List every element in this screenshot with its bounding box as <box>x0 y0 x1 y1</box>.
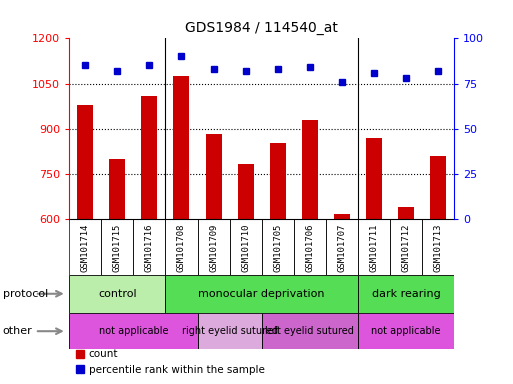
Text: GSM101709: GSM101709 <box>209 223 218 272</box>
Bar <box>430 156 446 219</box>
Title: GDS1984 / 114540_at: GDS1984 / 114540_at <box>185 21 338 35</box>
Bar <box>302 119 318 219</box>
Text: GSM101707: GSM101707 <box>337 223 346 272</box>
FancyBboxPatch shape <box>358 275 454 313</box>
Text: GSM101712: GSM101712 <box>401 223 410 272</box>
Bar <box>173 76 189 219</box>
Bar <box>334 214 350 219</box>
Text: right eyelid sutured: right eyelid sutured <box>182 326 278 336</box>
Legend: count, percentile rank within the sample: count, percentile rank within the sample <box>72 345 269 379</box>
Bar <box>238 164 253 219</box>
Bar <box>366 137 382 219</box>
Text: GSM101715: GSM101715 <box>113 223 122 272</box>
Text: GSM101706: GSM101706 <box>305 223 314 272</box>
FancyBboxPatch shape <box>165 275 358 313</box>
Text: control: control <box>98 289 136 299</box>
Text: dark rearing: dark rearing <box>371 289 440 299</box>
FancyBboxPatch shape <box>262 313 358 349</box>
FancyBboxPatch shape <box>69 275 165 313</box>
FancyBboxPatch shape <box>69 313 198 349</box>
Text: monocular deprivation: monocular deprivation <box>199 289 325 299</box>
Bar <box>142 96 157 219</box>
FancyBboxPatch shape <box>198 313 262 349</box>
Text: GSM101716: GSM101716 <box>145 223 154 272</box>
Text: GSM101708: GSM101708 <box>177 223 186 272</box>
Bar <box>77 104 93 219</box>
Bar <box>270 143 286 219</box>
FancyBboxPatch shape <box>358 313 454 349</box>
Text: other: other <box>3 326 32 336</box>
Text: left eyelid sutured: left eyelid sutured <box>265 326 354 336</box>
Text: GSM101711: GSM101711 <box>369 223 379 272</box>
Text: GSM101713: GSM101713 <box>433 223 443 272</box>
Text: GSM101714: GSM101714 <box>81 223 90 272</box>
Bar <box>206 134 222 219</box>
Text: not applicable: not applicable <box>371 326 441 336</box>
Bar <box>109 159 125 219</box>
Text: GSM101710: GSM101710 <box>241 223 250 272</box>
Text: not applicable: not applicable <box>98 326 168 336</box>
Bar <box>398 207 414 219</box>
Text: GSM101705: GSM101705 <box>273 223 282 272</box>
Text: protocol: protocol <box>3 289 48 299</box>
